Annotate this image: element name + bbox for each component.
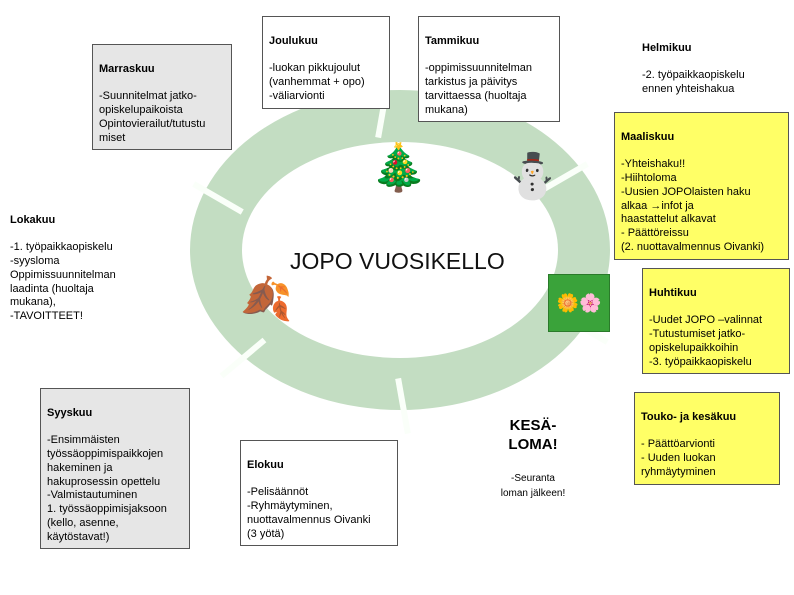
xmas-tree-icon: 🎄 xyxy=(370,140,427,195)
box-marraskuu: Marraskuu -Suunnitelmat jatko- opiskelup… xyxy=(92,44,232,150)
box-title: Helmikuu xyxy=(642,42,692,54)
box-body: -oppimissuunnitelman tarkistus ja päivit… xyxy=(425,62,532,115)
box-huhtikuu: Huhtikuu -Uudet JOPO –valinnat -Tutustum… xyxy=(642,268,790,374)
autumn-tree-icon: 🍂 xyxy=(240,275,292,324)
box-title: KESÄ- LOMA! xyxy=(508,417,557,453)
box-body: -Pelisäännöt -Ryhmäytyminen, nuottavalme… xyxy=(247,486,371,539)
box-helmikuu: Helmikuu -2. työpaikkaopiskelu ennen yht… xyxy=(636,24,776,101)
box-title: Touko- ja kesäkuu xyxy=(641,411,736,423)
box-body: -luokan pikkujoulut (vanhemmat + opo) -v… xyxy=(269,62,365,102)
box-tammikuu: Tammikuu -oppimissuunnitelman tarkistus … xyxy=(418,16,560,122)
box-title: Maaliskuu xyxy=(621,131,674,143)
spring-flowers-icon: 🌼🌸 xyxy=(548,274,610,332)
box-syyskuu: Syyskuu -Ensimmäisten työssäoppimispaikk… xyxy=(40,388,190,549)
box-body: -2. työpaikkaopiskelu ennen yhteishakua xyxy=(642,69,745,95)
box-body: -Yhteishaku!! -Hiihtoloma -Uusien JOPOla… xyxy=(621,158,764,253)
box-title: Syyskuu xyxy=(47,407,92,419)
box-joulukuu: Joulukuu -luokan pikkujoulut (vanhemmat … xyxy=(262,16,390,109)
box-body: -Ensimmäisten työssäoppimispaikkojen hak… xyxy=(47,434,167,542)
box-body: -Suunnitelmat jatko- opiskelupaikoista O… xyxy=(99,90,205,143)
box-title: Joulukuu xyxy=(269,35,318,47)
box-maaliskuu: Maaliskuu -Yhteishaku!! -Hiihtoloma -Uus… xyxy=(614,112,789,260)
box-touko-kesakuu: Touko- ja kesäkuu - Päättöarvionti - Uud… xyxy=(634,392,780,485)
box-lokakuu: Lokakuu -1. työpaikkaopiskelu -syysloma … xyxy=(4,196,142,328)
box-title: Tammikuu xyxy=(425,35,479,47)
box-body: -Seuranta loman jälkeen! xyxy=(501,473,565,500)
center-title: JOPO VUOSIKELLO xyxy=(290,248,505,275)
box-elokuu: Elokuu -Pelisäännöt -Ryhmäytyminen, nuot… xyxy=(240,440,398,546)
box-title: Lokakuu xyxy=(10,214,55,226)
box-body: -Uudet JOPO –valinnat -Tutustumiset jatk… xyxy=(649,314,762,367)
box-body: -1. työpaikkaopiskelu -syysloma Oppimiss… xyxy=(10,241,116,322)
box-body: - Päättöarvionti - Uuden luokan ryhmäyty… xyxy=(641,438,716,478)
box-kesaloma: KESÄ- LOMA! -Seuranta loman jälkeen! xyxy=(488,398,578,505)
snowman-icon: ⛄ xyxy=(505,150,560,202)
box-title: Huhtikuu xyxy=(649,287,697,299)
box-title: Marraskuu xyxy=(99,63,155,75)
box-title: Elokuu xyxy=(247,459,284,471)
